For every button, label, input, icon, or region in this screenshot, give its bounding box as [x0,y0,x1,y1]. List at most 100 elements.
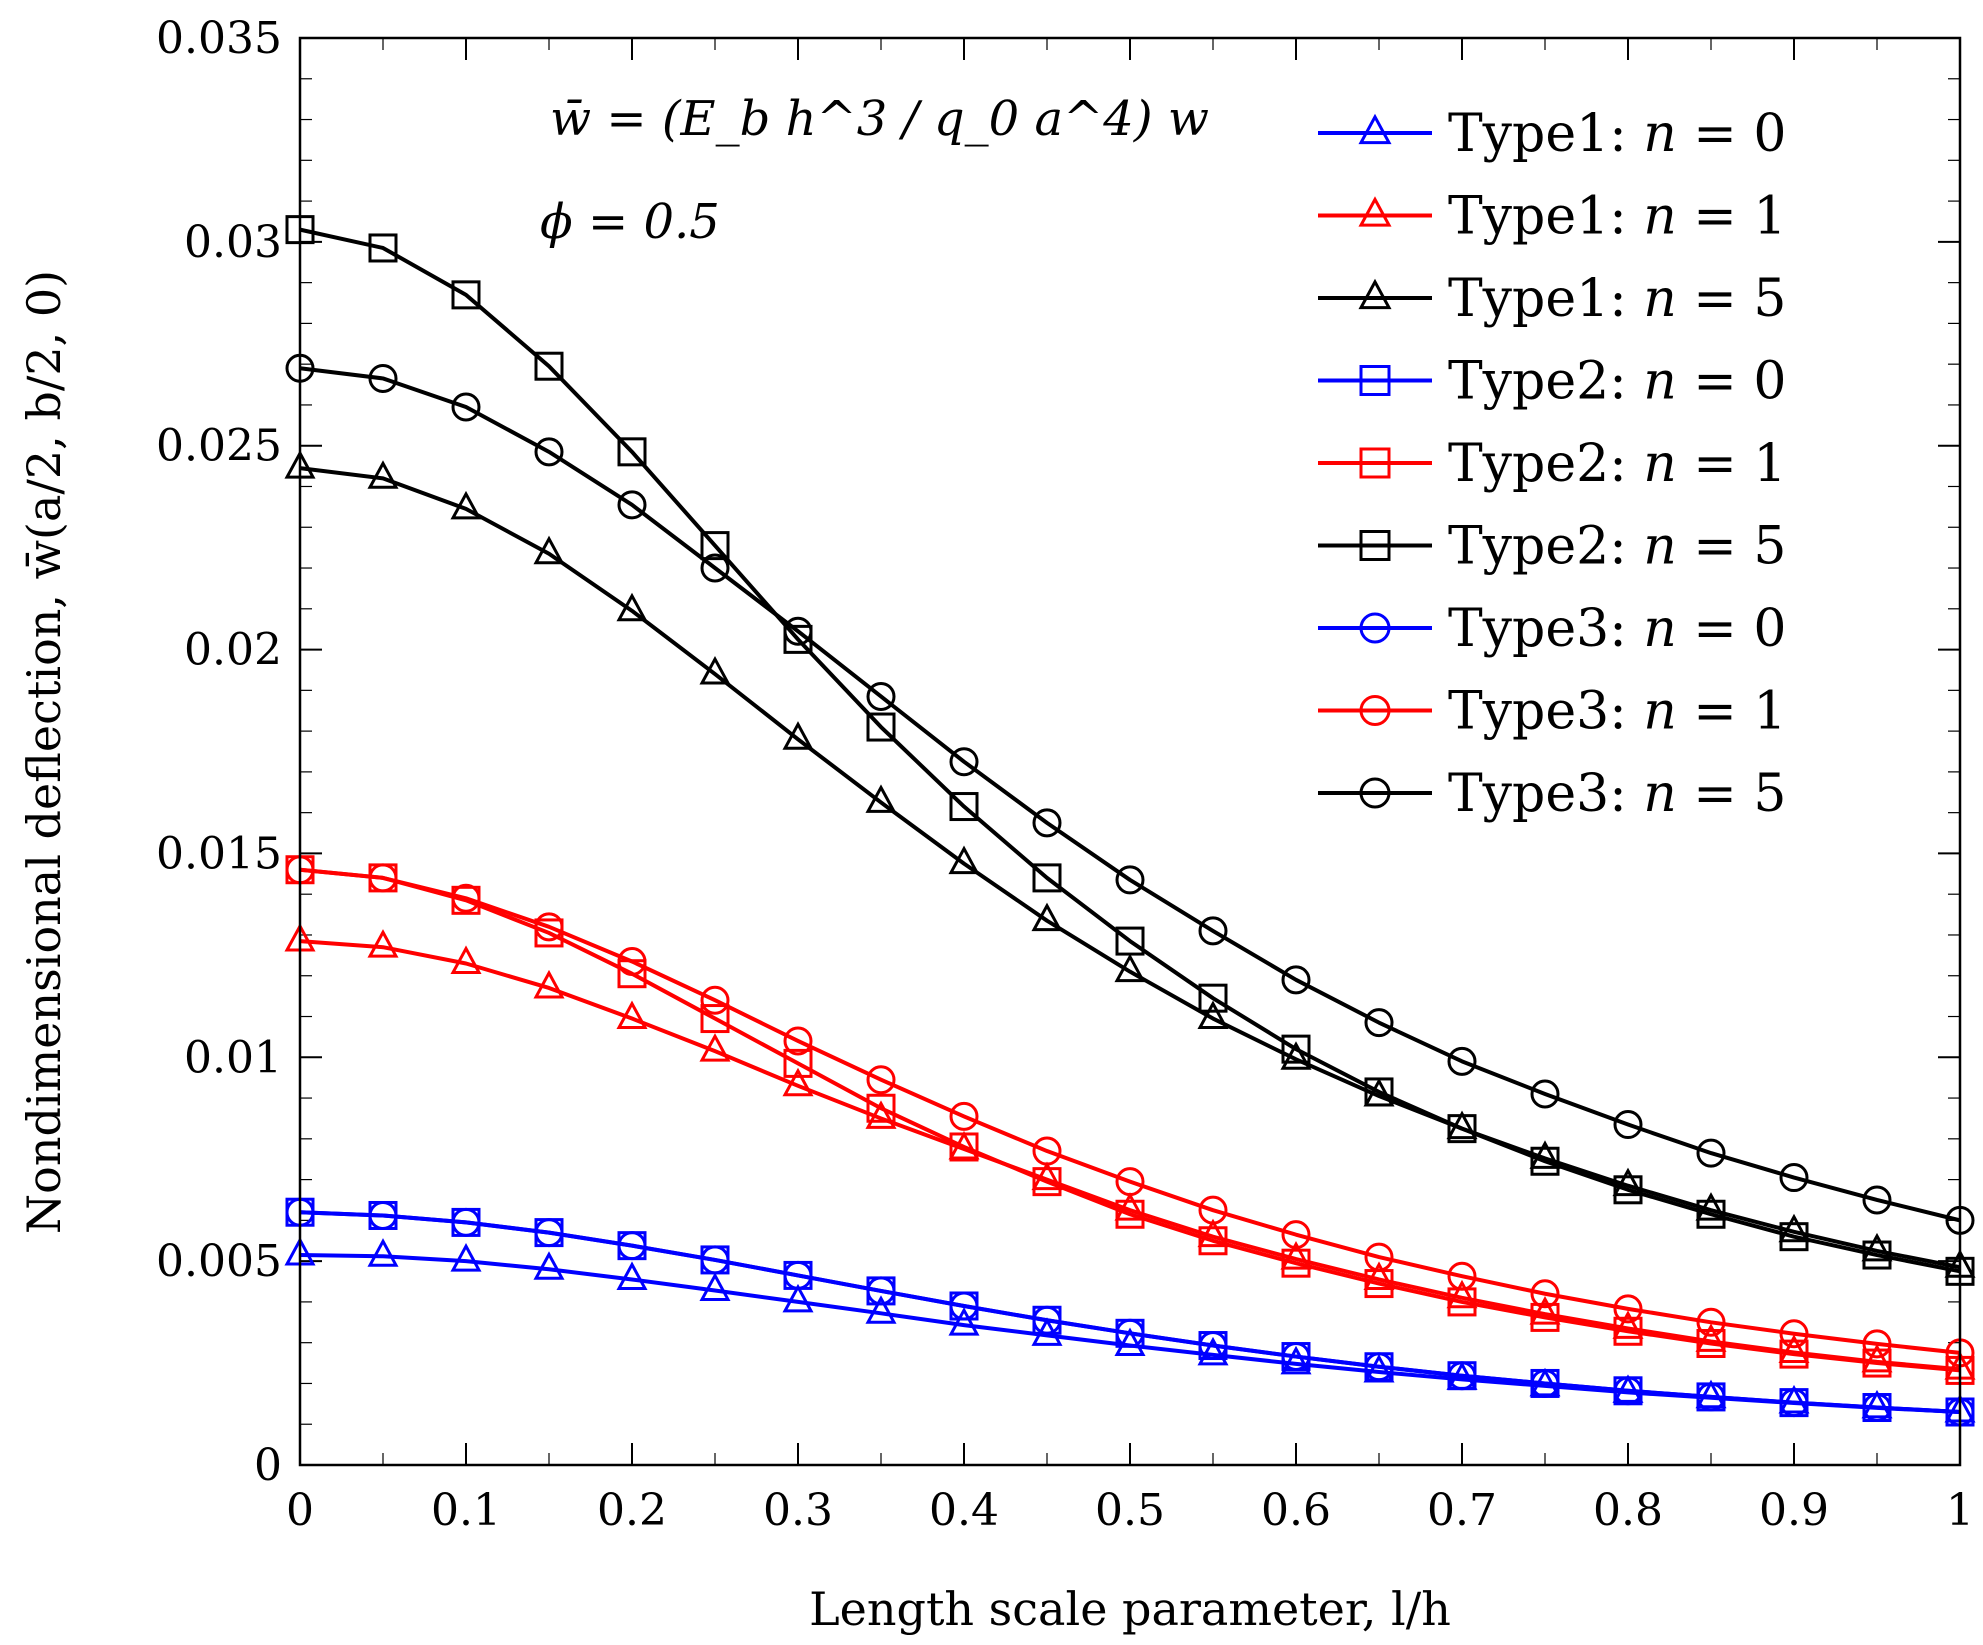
data-point [616,1000,648,1030]
data-point [1114,1192,1146,1221]
data-point [1446,1279,1478,1309]
legend-marker [1359,365,1391,396]
legend-item: Type2: n = 1 [1318,434,1786,494]
data-point [534,437,564,467]
data-point [451,280,481,310]
data-point [1198,1226,1228,1256]
legend-marker [1359,612,1391,644]
series-line [299,1210,1961,1414]
data-point [1695,1323,1727,1352]
data-point [450,945,482,974]
data-point [1530,1368,1560,1398]
data-point [1779,1339,1809,1369]
legend-item: Type3: n = 5 [1318,764,1786,824]
y-tick-label: 0.005 [156,1236,282,1287]
data-point [368,863,398,893]
data-point [1364,1352,1394,1382]
data-point [1696,1329,1726,1359]
series-line [299,939,1961,1372]
data-point [1862,1329,1892,1359]
legend-label: Type3: n = 5 [1448,764,1786,824]
data-point [616,1261,648,1290]
data-point [533,969,565,999]
data-point [949,747,979,777]
data-point [1115,865,1145,895]
legend-item: Type2: n = 5 [1318,517,1786,577]
phi-annotation: ϕ = 0.5 [540,194,720,250]
data-point [533,535,565,565]
legend-item: Type3: n = 1 [1318,682,1786,742]
data-point [1530,1079,1560,1109]
data-point [700,1245,730,1275]
data-point [1031,902,1063,932]
data-point [367,1238,399,1267]
x-axis-label: Length scale parameter, l/h [809,1582,1451,1636]
data-point [1779,1319,1809,1349]
series-type3-n-0 [285,1197,1975,1427]
data-point [865,1100,897,1129]
data-point [866,1093,896,1123]
y-tick-label: 0.02 [184,625,282,676]
y-axis-label: Nondimensional deflection, w̄(a/2, b/2, … [17,270,71,1234]
data-point [1281,1248,1311,1278]
data-point [699,1033,731,1062]
legend-item: Type2: n = 0 [1318,352,1786,412]
series-line [299,366,1961,1223]
data-point [1612,1310,1644,1339]
series-line [299,227,1961,1274]
data-point [1364,1008,1394,1038]
x-tick-label: 0.3 [763,1485,833,1536]
x-tick-label: 0.2 [597,1485,667,1536]
data-point [1778,1213,1810,1243]
data-point [1114,953,1146,983]
data-point [1447,1046,1477,1076]
data-point [1778,1334,1810,1363]
data-point [1862,1393,1892,1423]
legend-item: Type1: n = 0 [1318,104,1786,164]
data-point [1695,1192,1727,1221]
data-point [782,721,814,750]
data-point [368,233,398,263]
data-point [534,1218,564,1248]
data-point [617,1231,647,1261]
data-point [949,1132,979,1162]
x-tick-label: 0.4 [929,1485,999,1536]
legend-label: Type1: n = 5 [1448,269,1786,329]
legend-item: Type1: n = 1 [1318,187,1786,247]
legend-item: Type1: n = 5 [1318,269,1786,329]
x-tick-label: 0 [286,1485,314,1536]
data-point [700,531,730,561]
data-point [451,392,481,422]
data-point [866,681,896,711]
data-point [1032,1305,1062,1335]
data-point [367,460,399,489]
data-point [1696,1307,1726,1337]
legend-label: Type2: n = 0 [1448,352,1786,412]
data-point [782,1283,814,1313]
data-point [1861,1389,1893,1419]
data-point [1280,1041,1312,1070]
formula-annotation: w̄ = (E_b h^3 / q_0 a^4) w [550,91,1209,147]
data-point [1529,1140,1561,1169]
legend-label: Type1: n = 0 [1448,104,1786,164]
data-point [1198,1195,1228,1225]
data-point [783,1048,813,1078]
data-point [1447,1261,1477,1291]
data-point [949,1101,979,1131]
data-point [1280,1345,1312,1375]
data-point [1363,1261,1395,1290]
data-point [368,1200,398,1230]
x-tick-label: 0.9 [1759,1485,1829,1536]
legend-label: Type1: n = 1 [1448,187,1786,247]
data-point [1779,1222,1809,1252]
data-point [1364,1242,1394,1272]
data-point [1115,1167,1145,1197]
data-point [1778,1384,1810,1414]
data-point [1779,1163,1809,1193]
data-point [1197,1336,1229,1366]
data-point [1529,1296,1561,1325]
data-point [1779,1388,1809,1418]
x-tick-label: 0.5 [1095,1485,1165,1536]
data-point [700,553,730,583]
legend-marker [1359,777,1391,809]
